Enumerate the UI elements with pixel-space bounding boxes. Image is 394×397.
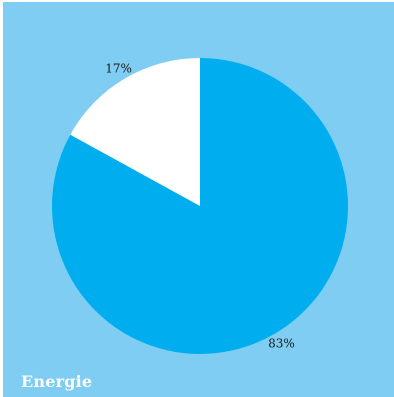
- slice-label-1: 83%: [268, 337, 295, 351]
- pie-slice-2: [70, 58, 200, 206]
- pie-slice-1: [51, 58, 348, 355]
- chart-caption: Energie: [21, 372, 93, 391]
- slice-label-2: 17%: [105, 61, 132, 75]
- pie-chart: 83% 17%: [51, 58, 348, 355]
- chart-panel: 83% 17% Energie: [3, 2, 394, 397]
